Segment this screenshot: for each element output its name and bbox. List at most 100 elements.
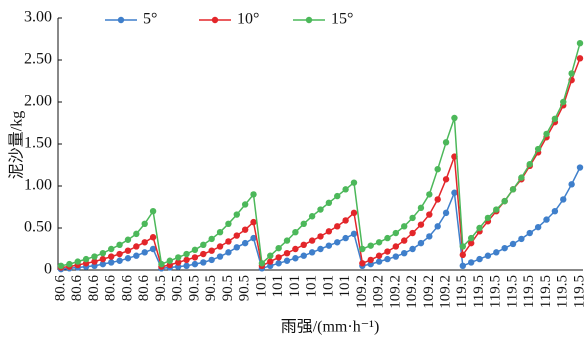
point xyxy=(292,255,299,262)
point xyxy=(225,249,232,256)
point xyxy=(551,115,559,123)
x-tick-label: 119.5 xyxy=(521,275,537,308)
x-tick-label: 80.6 xyxy=(103,275,119,302)
x-tick-label: 119.5 xyxy=(555,275,571,308)
point xyxy=(526,229,533,237)
point xyxy=(91,253,98,260)
point xyxy=(166,257,174,264)
point xyxy=(350,209,358,217)
point xyxy=(359,260,366,267)
legend-label: 10° xyxy=(237,11,259,28)
point xyxy=(384,248,391,255)
point xyxy=(191,260,199,268)
point xyxy=(183,250,190,258)
point xyxy=(417,204,425,212)
x-tick-label: 90.5 xyxy=(220,275,236,301)
point xyxy=(560,98,567,106)
point xyxy=(392,229,400,237)
point xyxy=(518,174,525,181)
point xyxy=(149,245,157,253)
x-tick-label: 90.5 xyxy=(237,275,253,301)
point xyxy=(317,233,324,240)
point xyxy=(267,252,274,259)
x-tick-label: 109.2 xyxy=(354,275,370,309)
point xyxy=(317,245,324,253)
point xyxy=(451,153,458,160)
point xyxy=(200,259,207,266)
point xyxy=(275,260,282,267)
point xyxy=(124,255,132,262)
point xyxy=(384,255,391,263)
point xyxy=(342,217,349,224)
point xyxy=(275,244,282,252)
point xyxy=(317,206,324,213)
legend-label: 5° xyxy=(143,11,157,28)
point xyxy=(250,218,257,226)
point xyxy=(467,234,475,242)
x-tick-label: 80.6 xyxy=(119,275,135,302)
point xyxy=(442,176,450,183)
point xyxy=(267,258,274,265)
point xyxy=(409,214,416,222)
point xyxy=(568,181,575,188)
point xyxy=(108,259,115,266)
point xyxy=(434,196,441,203)
point xyxy=(375,258,383,265)
point xyxy=(568,70,575,77)
point xyxy=(334,239,341,246)
point xyxy=(216,253,224,260)
point xyxy=(459,243,467,250)
point xyxy=(392,253,400,260)
x-tick-label: 109.2 xyxy=(438,275,454,309)
point xyxy=(108,245,115,253)
point xyxy=(426,191,433,198)
x-tick-label: 80.6 xyxy=(136,275,152,302)
point xyxy=(308,249,316,256)
point xyxy=(158,260,165,268)
point xyxy=(300,241,307,248)
point xyxy=(292,229,299,236)
point xyxy=(325,242,333,249)
point xyxy=(141,249,148,256)
point xyxy=(300,220,307,227)
point xyxy=(401,223,408,230)
point xyxy=(200,250,207,258)
legend-label: 15° xyxy=(331,11,353,28)
x-tick-label: 101 xyxy=(287,275,303,298)
y-tick-label: 1.00 xyxy=(24,177,52,194)
point xyxy=(258,260,266,267)
point xyxy=(459,262,467,269)
point xyxy=(484,252,492,259)
point xyxy=(124,247,132,254)
point xyxy=(292,245,299,253)
point xyxy=(509,240,517,248)
point xyxy=(99,255,107,263)
point xyxy=(509,186,517,193)
point xyxy=(493,249,500,256)
point xyxy=(560,196,567,203)
x-tick-label: 119.5 xyxy=(488,275,504,308)
point xyxy=(116,250,123,258)
point xyxy=(534,223,542,231)
point xyxy=(66,260,73,268)
point xyxy=(476,255,483,263)
x-tick-label: 101 xyxy=(337,275,353,298)
point xyxy=(375,239,383,246)
point xyxy=(426,211,433,218)
y-tick-label: 2.00 xyxy=(24,93,52,110)
x-tick-label: 109.2 xyxy=(371,275,387,309)
point xyxy=(434,223,441,230)
point xyxy=(375,252,383,259)
point xyxy=(141,239,148,246)
x-tick-label: 90.5 xyxy=(186,275,202,301)
point xyxy=(208,256,215,264)
point xyxy=(99,250,107,257)
point xyxy=(342,234,349,242)
point xyxy=(82,255,90,263)
point xyxy=(325,199,333,206)
point xyxy=(116,241,123,248)
point xyxy=(350,179,358,186)
point xyxy=(325,228,333,235)
point xyxy=(225,238,232,245)
